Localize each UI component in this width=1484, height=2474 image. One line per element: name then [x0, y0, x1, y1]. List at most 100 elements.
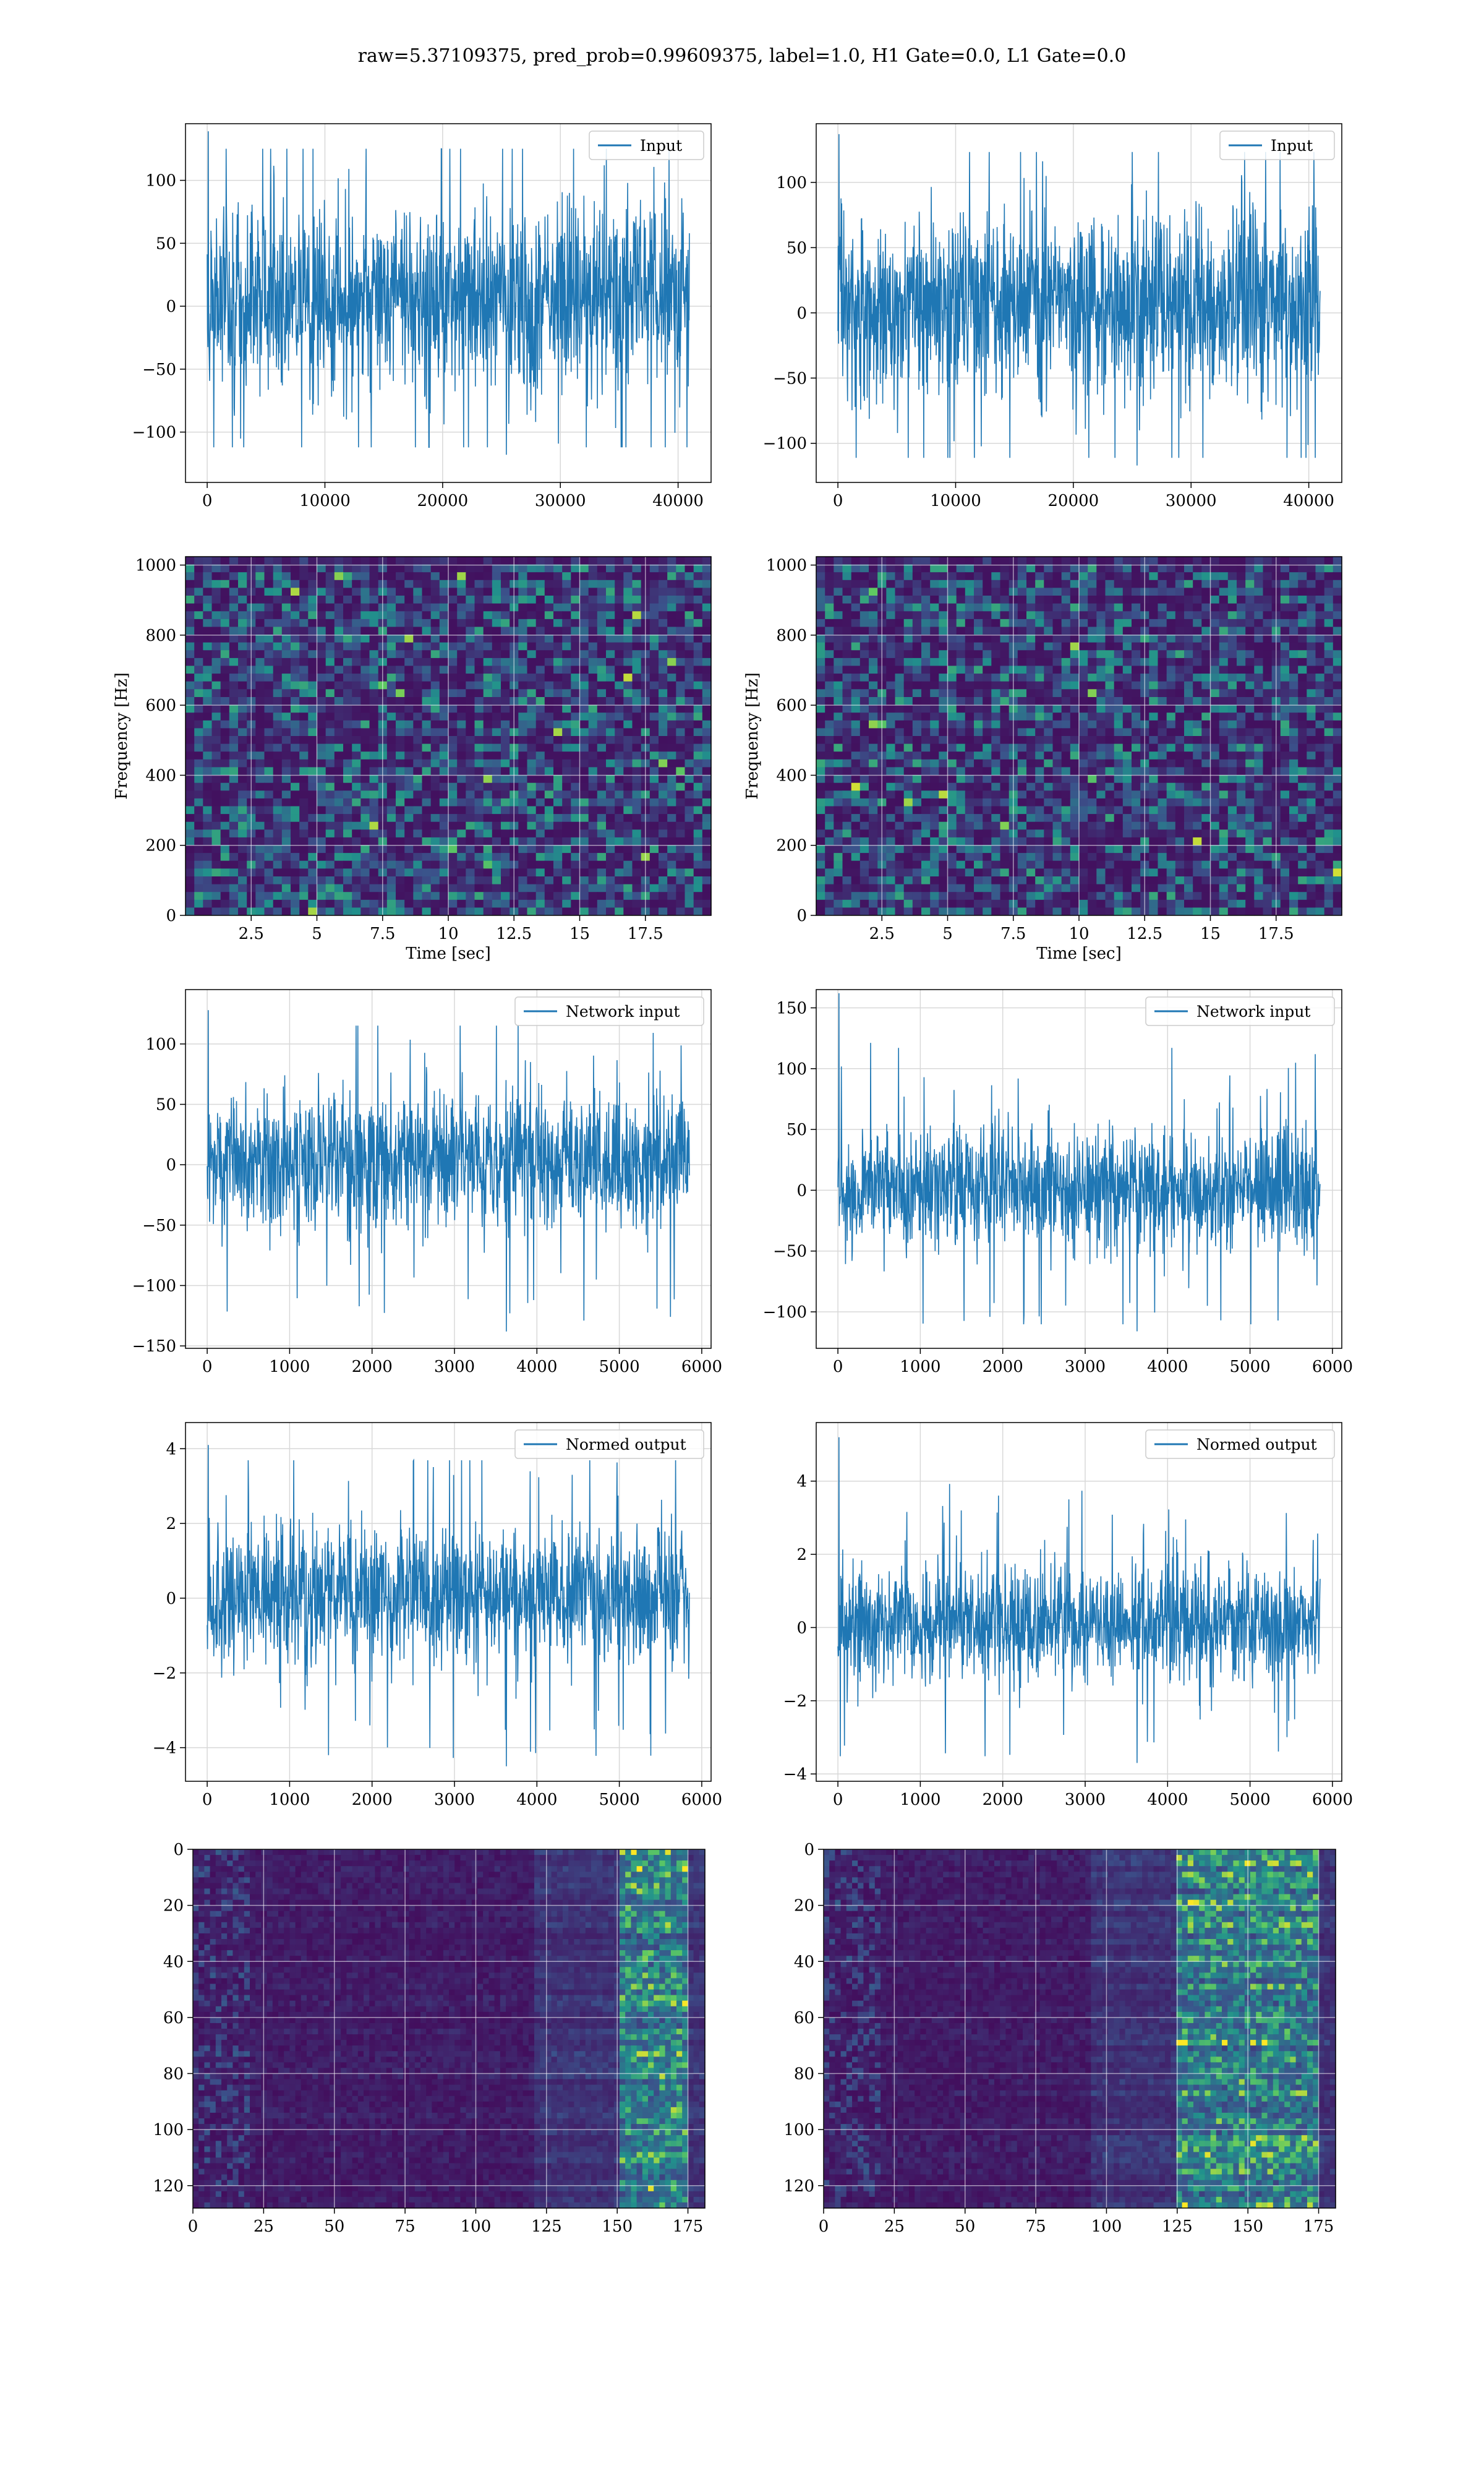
row1-left-legend-label: Input — [640, 137, 682, 155]
row2-left-xtick-label-4: 12.5 — [496, 925, 532, 943]
row2-right-xtick-label-4: 12.5 — [1127, 925, 1162, 943]
row1-left-chart: 0 10000 20000 30000 40000 −100 −50 0 50 100 Input — [132, 123, 712, 510]
row1-right-ytick-label-2: 0 — [796, 304, 807, 323]
row5-right-xtick-label-6: 150 — [1232, 2217, 1263, 2236]
row3-left-series-line — [207, 1010, 690, 1332]
row3-right-xtick-label-6: 6000 — [1312, 1358, 1353, 1376]
row2-left-ytick-label-4: 800 — [145, 627, 176, 645]
row5-right-xtick-label-5: 125 — [1162, 2217, 1193, 2236]
row4-left-xtick-label-6: 6000 — [681, 1791, 722, 1809]
row4-right-xtick-label-6: 6000 — [1312, 1791, 1353, 1809]
row3-left-ytick-label-3: 0 — [166, 1156, 176, 1175]
row1-right-ytick-label-4: 100 — [776, 174, 807, 192]
row2-right-xtick-label-3: 10 — [1068, 925, 1089, 943]
row1-right-xtick-label-3: 30000 — [1166, 492, 1217, 510]
row5-right-heatmap-cells — [824, 1849, 1336, 2209]
row5-right-ytick-label-4: 80 — [794, 2065, 814, 2084]
row5-right-ytick-label-0: 0 — [804, 1841, 814, 1859]
row4-left-xtick-label-5: 5000 — [599, 1791, 640, 1809]
row5-right-xtick-label-3: 75 — [1026, 2217, 1046, 2236]
row1-left-ytick-label-1: −50 — [142, 361, 176, 379]
row4-right-series-line — [837, 1437, 1321, 1763]
row4-right-xtick-label-1: 1000 — [900, 1791, 940, 1809]
row3-right-ytick-label-5: 150 — [776, 999, 807, 1017]
row3-left-ytick-label-1: −100 — [132, 1277, 176, 1295]
row5-left-frame — [192, 1849, 706, 2209]
row4-right-frame — [816, 1422, 1342, 1782]
row4-left-xtick-label-4: 4000 — [516, 1791, 557, 1809]
row5-left-ytick-label-5: 100 — [153, 2121, 184, 2139]
row1-left-xtick-label-1: 10000 — [299, 492, 351, 510]
row5-right-xtick-label-2: 50 — [955, 2217, 975, 2236]
row2-right-ytick-label-2: 400 — [776, 766, 807, 785]
row1-left-xtick-label-4: 40000 — [652, 492, 704, 510]
row1-left-xtick-label-2: 20000 — [417, 492, 469, 510]
row5-left-ytick-label-0: 0 — [173, 1841, 184, 1859]
row5-left-xtick-label-4: 100 — [461, 2217, 492, 2236]
row2-left-chart: 2.5 5 7.5 10 12.5 15 17.5 0 200 400 600 800 1000 Time… — [113, 556, 712, 963]
row1-left-frame — [185, 123, 712, 483]
row2-right-xtick-label-6: 17.5 — [1258, 925, 1294, 943]
row5-left-xtick-label-6: 150 — [602, 2217, 633, 2236]
row3-left-xtick-label-6: 6000 — [681, 1358, 722, 1376]
row2-left-xtick-label-0: 2.5 — [239, 925, 264, 943]
row3-left-chart: 0 1000 2000 3000 4000 5000 6000 −150 −100 −50 0 50 1… — [132, 989, 722, 1376]
row4-right-xtick-label-5: 5000 — [1230, 1791, 1271, 1809]
row5-left-ytick-label-6: 120 — [153, 2177, 184, 2196]
row3-left-xtick-label-4: 4000 — [516, 1358, 557, 1376]
row3-left-ytick-label-0: −150 — [132, 1337, 176, 1356]
row2-left-xtick-label-2: 7.5 — [370, 925, 395, 943]
row2-left-ytick-label-1: 200 — [145, 837, 176, 855]
row4-right-legend-label: Normed output — [1196, 1436, 1317, 1453]
row4-left-frame — [185, 1422, 712, 1782]
row5-left-ytick-label-4: 80 — [163, 2065, 184, 2084]
row3-right-legend-box — [1145, 996, 1335, 1026]
row1-left-legend-box — [589, 131, 704, 160]
row2-right-ytick-label-1: 200 — [776, 837, 807, 855]
row2-right-xtick-label-2: 7.5 — [1000, 925, 1026, 943]
row4-left-chart: 0 1000 2000 3000 4000 5000 6000 −4 −2 0 2 4 Normed o… — [153, 1422, 722, 1809]
row1-left-xtick-label-0: 0 — [202, 492, 213, 510]
row2-right-xlabel: Time [sec] — [1036, 944, 1122, 963]
row2-right-xtick-label-1: 5 — [942, 925, 953, 943]
row3-right-xtick-label-0: 0 — [833, 1358, 843, 1376]
row5-right-ytick-label-3: 60 — [794, 2009, 814, 2027]
row2-left-xlabel: Time [sec] — [406, 944, 491, 963]
row4-left-legend-box — [514, 1429, 704, 1459]
row5-right-xtick-label-4: 100 — [1091, 2217, 1122, 2236]
row2-left-ytick-label-3: 600 — [145, 696, 176, 715]
row5-left-xtick-label-1: 25 — [254, 2217, 274, 2236]
row3-right-xtick-label-2: 2000 — [983, 1358, 1023, 1376]
row5-right-xtick-label-0: 0 — [819, 2217, 829, 2236]
row4-left-ytick-label-2: 0 — [166, 1590, 176, 1608]
row2-left-ylabel: Frequency [Hz] — [113, 672, 131, 800]
row3-left-xtick-label-2: 2000 — [352, 1358, 393, 1376]
row3-right-xtick-label-5: 5000 — [1230, 1358, 1271, 1376]
row1-left-ytick-label-4: 100 — [145, 172, 176, 190]
row5-left-xtick-label-5: 125 — [531, 2217, 562, 2236]
row2-right-ylabel: Frequency [Hz] — [743, 672, 762, 800]
row3-right-series-line — [837, 993, 1321, 1332]
row3-left-xtick-label-1: 1000 — [269, 1358, 310, 1376]
row5-left-xtick-label-2: 50 — [324, 2217, 344, 2236]
row1-left-ytick-label-0: −100 — [132, 424, 176, 442]
row2-left-ytick-label-5: 1000 — [135, 557, 176, 575]
row4-left-ytick-label-3: 2 — [166, 1515, 176, 1533]
row3-left-ytick-label-2: −50 — [142, 1217, 176, 1235]
row4-right-ytick-label-0: −4 — [783, 1765, 807, 1784]
row3-left-ytick-label-5: 100 — [145, 1035, 176, 1054]
row4-right-ytick-label-4: 4 — [796, 1473, 807, 1491]
row3-right-xtick-label-1: 1000 — [900, 1358, 940, 1376]
row1-right-series-line — [837, 134, 1321, 466]
row2-right-chart: 2.5 5 7.5 10 12.5 15 17.5 0 200 400 600 800 1000 Time… — [743, 556, 1342, 963]
row3-right-xtick-label-4: 4000 — [1147, 1358, 1188, 1376]
row3-right-xtick-label-3: 3000 — [1065, 1358, 1106, 1376]
row1-right-legend-label: Input — [1271, 137, 1313, 155]
row5-right-ytick-label-2: 40 — [794, 1953, 814, 1971]
row4-left-ytick-label-4: 4 — [166, 1440, 176, 1458]
row4-right-ytick-label-2: 0 — [796, 1619, 807, 1637]
row1-right-ytick-label-0: −100 — [763, 435, 807, 453]
row1-right-xtick-label-2: 20000 — [1048, 492, 1099, 510]
row1-right-frame — [816, 123, 1342, 483]
row5-right-ytick-label-6: 120 — [783, 2177, 814, 2196]
